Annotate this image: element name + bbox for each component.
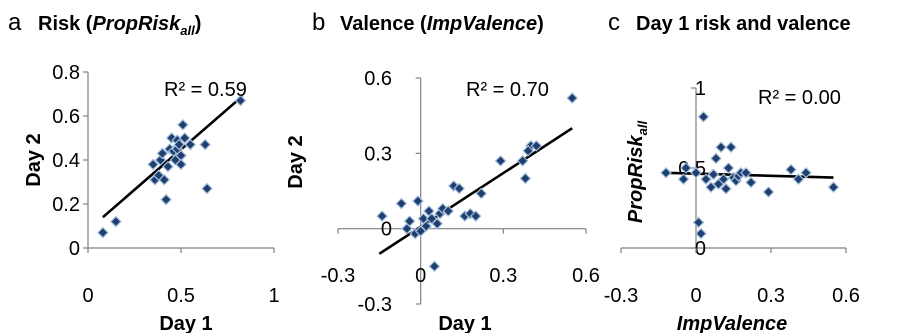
data-point [717, 173, 730, 186]
y-axis-label: Day 2 [285, 135, 307, 188]
y-tick-label: 0 [695, 238, 706, 260]
x-tick-label: 0.3 [489, 265, 517, 287]
y-tick-label: 0.4 [52, 150, 80, 172]
data-point [516, 155, 529, 167]
data-point [201, 182, 213, 195]
panel-title: Risk (PropRiskall) [38, 13, 201, 38]
y-tick-label: 0.3 [364, 143, 392, 165]
x-tick-label: 0.6 [572, 265, 600, 287]
data-point [725, 141, 737, 154]
data-point [431, 217, 444, 230]
data-point [762, 186, 775, 198]
data-point [160, 193, 172, 206]
panel-letter: b [312, 9, 325, 36]
data-point [566, 92, 579, 104]
data-point [420, 220, 433, 233]
x-tick-label: 0.5 [167, 285, 195, 307]
x-axis-label: Day 1 [438, 313, 491, 333]
data-point [453, 182, 466, 195]
data-point [720, 182, 732, 195]
data-point [177, 118, 189, 131]
trend-line [102, 95, 244, 219]
data-point [428, 260, 441, 273]
y-tick-label: 1 [695, 78, 706, 100]
data-point [173, 138, 185, 151]
panel-title: Day 1 risk and valence [636, 13, 851, 35]
r-squared-label: R² = 0.70 [466, 79, 549, 101]
data-point [147, 158, 159, 171]
x-tick-label: 0.6 [832, 285, 860, 307]
data-point [740, 166, 752, 179]
x-axis-label: ImpValence [677, 313, 787, 333]
data-point [722, 162, 735, 174]
data-point [184, 138, 197, 151]
data-point [785, 163, 797, 176]
data-point [677, 173, 690, 186]
data-point [519, 172, 532, 185]
data-point [700, 173, 712, 186]
data-point [475, 187, 488, 200]
panel-a: a Risk (PropRiskall) 0 0.2 0.4 0.6 0.8 0 0.5 1 R² … [8, 9, 280, 333]
panel-letter: a [8, 9, 22, 36]
data-point [110, 215, 122, 228]
x-axis-label: Day 1 [159, 313, 212, 333]
data-point [158, 173, 171, 186]
data-point [234, 94, 247, 107]
y-tick-label: -0.3 [358, 294, 392, 316]
data-point [800, 166, 812, 179]
panel-title: Valence (ImpValence) [340, 13, 544, 35]
y-tick-label: 0 [69, 238, 80, 260]
data-point [792, 173, 805, 186]
data-point [660, 166, 672, 179]
data-point [403, 215, 416, 227]
y-tick-label: 0.2 [52, 194, 80, 216]
trend-line [378, 127, 573, 255]
data-point [395, 197, 408, 210]
r-squared-label: R² = 0.59 [164, 79, 247, 101]
y-tick-label: 0.6 [364, 68, 392, 90]
data-point [715, 141, 727, 154]
data-point [162, 160, 174, 173]
data-point [376, 210, 388, 222]
data-point [156, 147, 169, 160]
data-point [530, 139, 543, 152]
y-axis-label: PropRiskall [625, 120, 650, 223]
data-point [745, 176, 757, 189]
panel-letter: c [608, 9, 620, 36]
data-point [494, 155, 507, 167]
data-point [710, 152, 722, 165]
data-point [175, 158, 187, 171]
y-axis-label: Day 2 [23, 133, 45, 186]
data-point [412, 195, 424, 207]
x-tick-label: 1 [268, 285, 279, 307]
data-point [695, 227, 707, 240]
x-tick-label: -0.3 [604, 285, 638, 307]
data-point [697, 110, 710, 123]
data-point [522, 144, 534, 157]
x-tick-label: 0.3 [757, 285, 785, 307]
data-point [692, 216, 705, 229]
x-tick-label: 0 [690, 285, 701, 307]
data-point [442, 205, 455, 217]
y-tick-label: 0 [381, 219, 392, 241]
data-point [827, 181, 840, 194]
data-point [690, 166, 702, 179]
data-point [97, 226, 109, 239]
r-squared-label: R² = 0.00 [758, 87, 841, 109]
y-tick-label: 0.8 [52, 62, 80, 84]
x-tick-label: 0 [82, 285, 93, 307]
data-point [199, 138, 212, 151]
x-tick-label: 0 [415, 265, 426, 287]
data-point [680, 162, 692, 174]
panel-b: b Valence (ImpValence) -0.3 0 0.3 0.6 -0.3 0 0.3… [285, 9, 600, 333]
y-tick-label: 0.6 [52, 106, 80, 128]
data-point [469, 210, 482, 222]
data-point [178, 132, 191, 144]
x-tick-label: -0.3 [321, 265, 355, 287]
data-point [707, 168, 720, 181]
